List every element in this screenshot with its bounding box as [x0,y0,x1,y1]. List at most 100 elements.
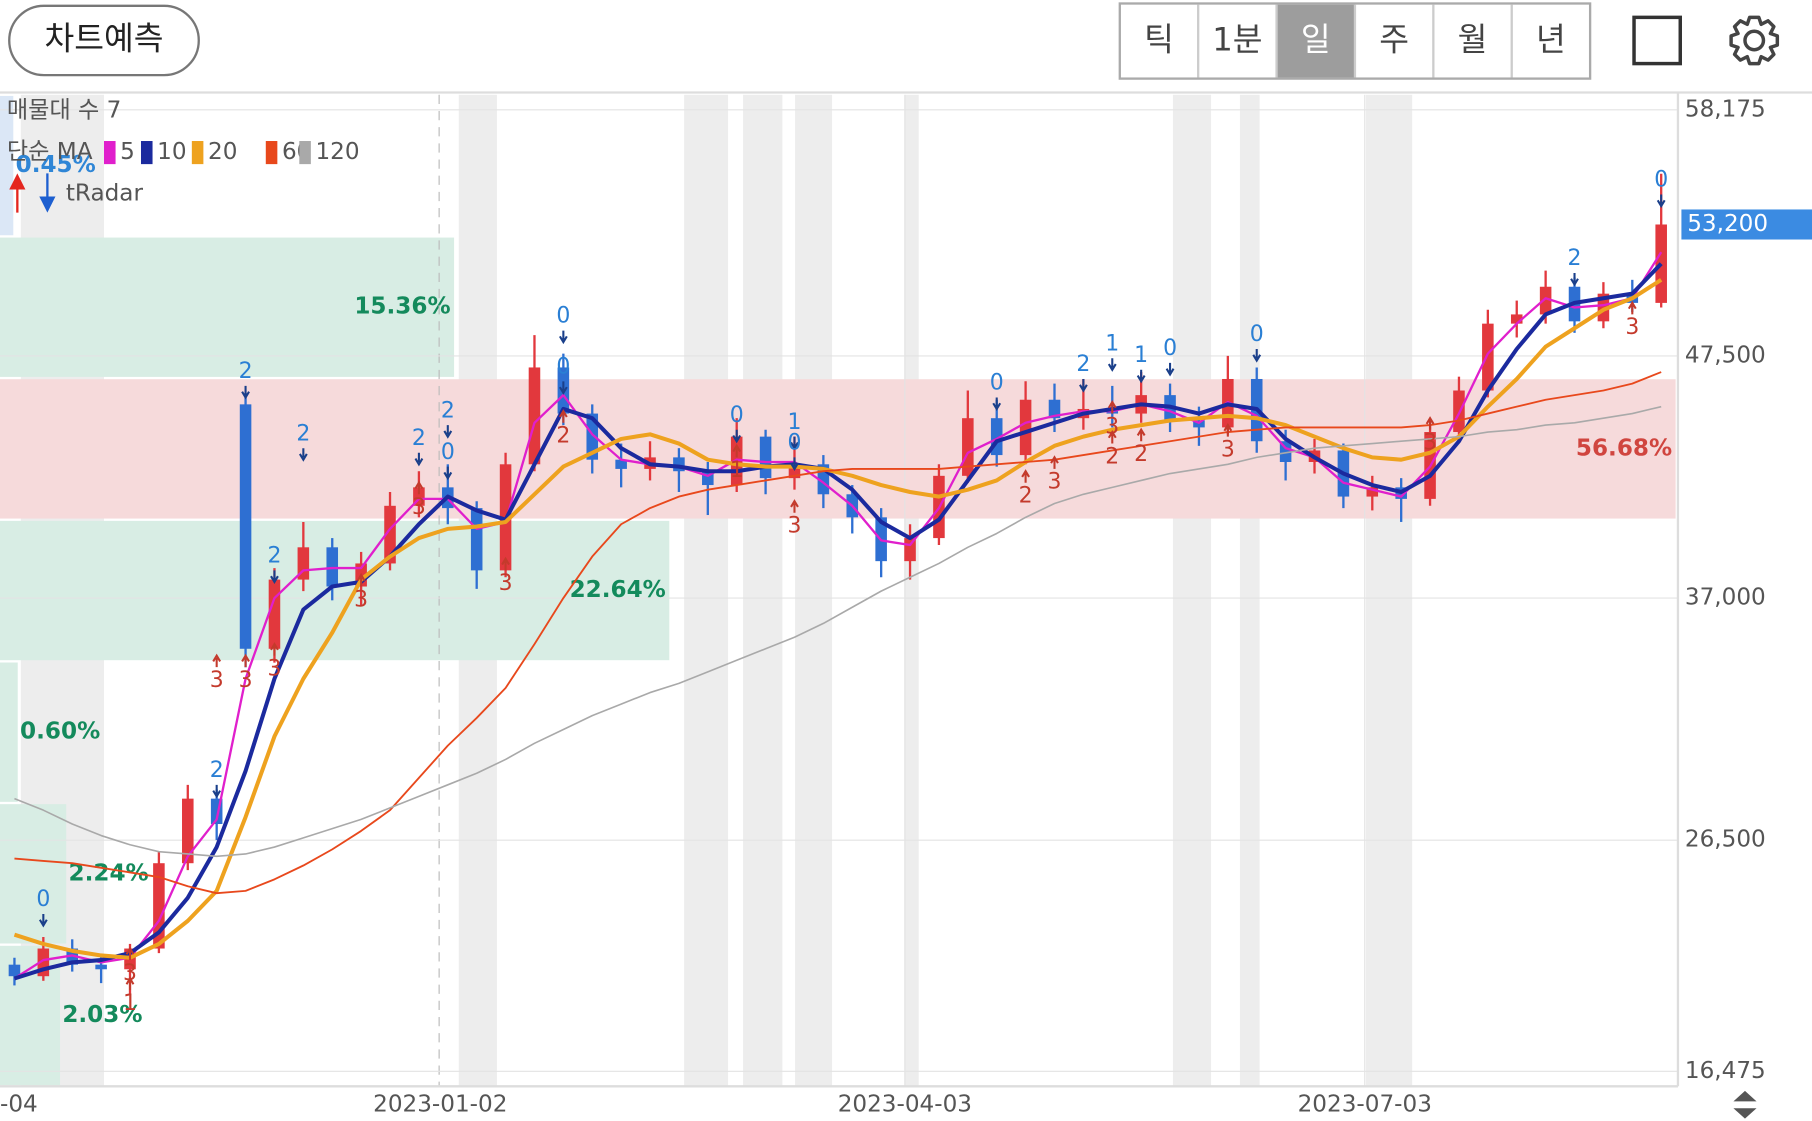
sell-signal-arrow [559,381,568,395]
candle-body [962,418,974,476]
stripe [1365,94,1413,1087]
buy-signal: 3 [1221,437,1235,462]
candle-body [702,471,714,486]
sell-signal-arrow [559,330,568,345]
period-button[interactable]: 년 [1536,21,1566,59]
stripe [795,94,833,1087]
buy-signal: 2 [1134,442,1148,467]
axis-scale-icon[interactable] [1733,1090,1757,1119]
candle-body [210,798,223,825]
ma-legend-swatch [299,141,311,165]
volume-zone [0,520,670,661]
buy-signal: 3 [267,657,281,682]
volume-zone [0,662,18,802]
buy-signal-arrow [1136,427,1146,442]
y-tick-label: 16,475 [1685,1058,1766,1084]
period-button[interactable]: 월 [1458,21,1488,59]
current-price-label: 53,200 [1687,211,1768,237]
sell-signal: 2 [412,426,426,451]
gear-hub[interactable] [1743,29,1766,52]
gear-outline[interactable] [1729,15,1780,66]
period-stripes [20,94,1413,1087]
candle-body [817,464,830,495]
ma-line [14,371,1662,895]
candle-body [904,538,916,562]
sell-signal-arrow [790,457,799,471]
y-tick-label: 58,175 [1685,96,1766,122]
sell-signal-arrow [992,397,1002,412]
buy-signal-arrow [559,409,568,423]
predict-button-label[interactable]: 차트예측 [44,19,163,57]
candle-body [37,948,50,977]
buy-signal-arrow [1223,423,1233,437]
candle-body [95,964,107,970]
candle-body [615,459,627,469]
y-tick-label: 37,000 [1685,585,1766,611]
buy-signal-arrow [270,642,279,656]
candle-body [990,418,1003,456]
buy-arrow-icon [9,173,26,213]
period-button[interactable]: 1분 [1212,21,1262,59]
buy-signal-arrow [732,443,742,458]
buy-signal-arrow [790,499,799,513]
stripe [904,94,919,1087]
sell-signal: 0 [36,887,50,912]
sell-signal-arrow [443,425,453,439]
volume-zone [0,95,14,236]
buy-signal-arrow [1107,399,1117,414]
period-button[interactable]: 일 [1301,21,1331,59]
sell-signal: 2 [441,398,455,423]
predict-button[interactable] [8,4,200,77]
y-tick-label: 47,500 [1685,342,1766,368]
buy-signal: 3 [499,571,513,596]
sell-signal: 1 [1134,343,1148,368]
buy-signal: 3 [123,961,137,986]
legend: 매물대 수 7 단순 MA tRadar 5 10 20 60 120 [7,97,360,213]
x-tick-label: 2023-04-03 [838,1091,972,1117]
y-tick-label: 26,500 [1685,827,1766,853]
period-button[interactable]: 틱 [1144,21,1174,59]
stripe [1172,94,1212,1087]
sell-signal: 0 [556,354,570,379]
buy-signal-arrow [414,480,424,495]
buy-signal: 1 [730,458,744,483]
candle-body [182,798,194,864]
sell-signal-arrow [270,570,279,584]
volume-zone-label: 56.68% [1576,435,1672,461]
buy-signal: 2 [556,424,570,449]
sell-signal: 0 [441,440,455,465]
sell-signal-arrow [1136,369,1146,384]
fullscreen-icon[interactable] [1632,15,1682,66]
buy-signal-arrow [1627,300,1637,315]
buy-signal-arrow [501,556,510,571]
axes: 58,175 47,500 37,000 26,500 16,475 -04 2023-01… [0,96,1812,1117]
candle-body [153,863,165,949]
ma-line [13,262,1663,981]
candle-body [239,404,252,649]
buy-signal-arrow [212,653,222,668]
sell-signal: 0 [1250,322,1264,347]
candle-body [1019,399,1032,456]
stripe [684,94,729,1087]
signal-legend: tRadar [66,181,144,207]
sell-signal: 1 [787,410,801,435]
volume-zone [0,804,67,944]
settings-icon[interactable] [1729,15,1780,66]
candle-body [1510,314,1523,324]
sell-signal: 0 [730,403,744,428]
ma-legend-label: 120 [315,139,359,165]
sell-signal-arrow [1165,362,1175,377]
ma-legend-swatch [265,141,278,165]
buy-signal-arrow [1021,469,1030,483]
candle-body [1597,293,1610,322]
ma-line [13,251,1663,980]
volume-zone-label: 0.60% [20,719,100,745]
sell-signal: 2 [267,544,281,569]
period-button[interactable]: 주 [1379,21,1409,59]
sell-signal: 0 [787,431,801,456]
sell-signal: 2 [210,758,224,783]
sell-signal-arrow [1107,358,1117,372]
candle-body [1048,399,1061,419]
sell-signal-arrow [732,429,742,444]
ma-legend-swatch [104,141,116,165]
